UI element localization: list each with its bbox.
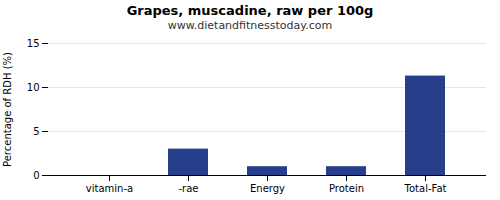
html-text:www.dietandfitnesstoday.com: www.dietandfitnesstoday.com (167, 19, 333, 32)
svg-text:10: 10 (27, 82, 40, 93)
svg-text:Total-Fat: Total-Fat (404, 183, 447, 194)
svg-text:Percentage of RDH (%): Percentage of RDH (%) (2, 52, 13, 167)
svg-text:5: 5 (33, 126, 39, 137)
svg-text:15: 15 (27, 38, 40, 49)
svg-text:Protein: Protein (329, 183, 364, 194)
html-text:Grapes, muscadine, raw per 100: Grapes, muscadine, raw per 100g (126, 3, 374, 18)
svg-text:-rae: -rae (179, 183, 199, 194)
svg-text:0: 0 (33, 170, 39, 181)
svg-text:vitamin-a: vitamin-a (86, 183, 133, 194)
svg-text:Energy: Energy (250, 183, 285, 194)
